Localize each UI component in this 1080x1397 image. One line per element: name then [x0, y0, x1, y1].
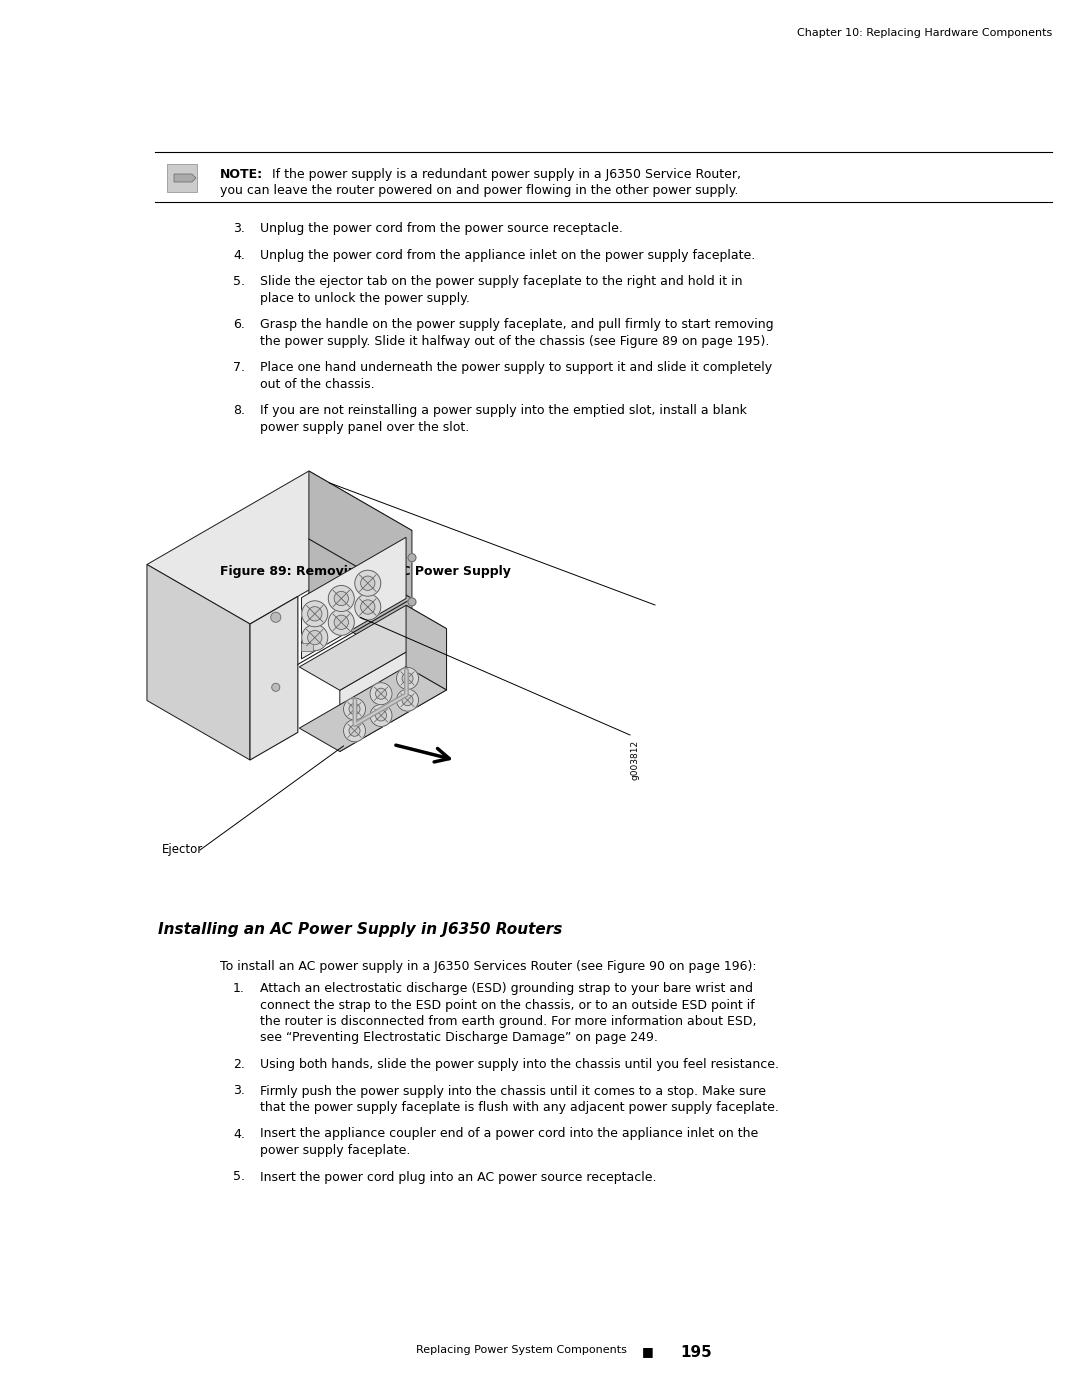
Polygon shape	[340, 629, 446, 752]
Text: 1.: 1.	[233, 982, 245, 995]
Text: 7.: 7.	[233, 360, 245, 374]
Circle shape	[408, 553, 416, 562]
Text: g003812: g003812	[631, 740, 639, 780]
Circle shape	[361, 576, 375, 591]
Polygon shape	[249, 597, 298, 760]
Text: power supply panel over the slot.: power supply panel over the slot.	[260, 420, 469, 433]
Text: 4.: 4.	[233, 249, 245, 261]
Text: 8.: 8.	[233, 404, 245, 416]
Text: 3.: 3.	[233, 1084, 245, 1098]
Text: NOTE:: NOTE:	[220, 168, 264, 182]
Text: 4.: 4.	[233, 1127, 245, 1140]
Text: Slide the ejector tab on the power supply faceplate to the right and hold it in: Slide the ejector tab on the power suppl…	[260, 275, 743, 288]
Polygon shape	[299, 605, 446, 690]
Polygon shape	[147, 564, 249, 760]
Circle shape	[402, 694, 413, 705]
Text: Unplug the power cord from the power source receptacle.: Unplug the power cord from the power sou…	[260, 222, 623, 235]
Circle shape	[301, 624, 327, 651]
Text: the power supply. Slide it halfway out of the chassis (see Figure 89 on page 195: the power supply. Slide it halfway out o…	[260, 334, 769, 348]
Text: see “Preventing Electrostatic Discharge Damage” on page 249.: see “Preventing Electrostatic Discharge …	[260, 1031, 658, 1045]
Text: connect the strap to the ESD point on the chassis, or to an outside ESD point if: connect the strap to the ESD point on th…	[260, 999, 755, 1011]
Text: If the power supply is a redundant power supply in a J6350 Service Router,: If the power supply is a redundant power…	[268, 168, 741, 182]
Text: Firmly push the power supply into the chassis until it comes to a stop. Make sur: Firmly push the power supply into the ch…	[260, 1084, 766, 1098]
Text: Attach an electrostatic discharge (ESD) grounding strap to your bare wrist and: Attach an electrostatic discharge (ESD) …	[260, 982, 753, 995]
Polygon shape	[147, 471, 411, 624]
Text: out of the chassis.: out of the chassis.	[260, 377, 375, 391]
Circle shape	[376, 689, 387, 700]
Text: Grasp the handle on the power supply faceplate, and pull firmly to start removin: Grasp the handle on the power supply fac…	[260, 319, 773, 331]
Text: Using both hands, slide the power supply into the chassis until you feel resista: Using both hands, slide the power supply…	[260, 1058, 779, 1071]
Circle shape	[354, 594, 381, 620]
Circle shape	[334, 615, 349, 630]
Circle shape	[408, 643, 416, 650]
Text: Figure 89: Removing an AC Power Supply: Figure 89: Removing an AC Power Supply	[220, 564, 511, 578]
Circle shape	[361, 599, 375, 615]
Text: Unplug the power cord from the appliance inlet on the power supply faceplate.: Unplug the power cord from the appliance…	[260, 249, 755, 261]
Text: Installing an AC Power Supply in J6350 Routers: Installing an AC Power Supply in J6350 R…	[158, 922, 563, 937]
Text: Insert the power cord plug into an AC power source receptacle.: Insert the power cord plug into an AC po…	[260, 1171, 657, 1183]
Polygon shape	[301, 538, 406, 659]
Text: Chapter 10: Replacing Hardware Components: Chapter 10: Replacing Hardware Component…	[797, 28, 1052, 38]
Polygon shape	[167, 163, 197, 191]
Text: If you are not reinstalling a power supply into the emptied slot, install a blan: If you are not reinstalling a power supp…	[260, 404, 747, 416]
Text: Insert the appliance coupler end of a power cord into the appliance inlet on the: Insert the appliance coupler end of a po…	[260, 1127, 758, 1140]
Circle shape	[408, 598, 416, 606]
Circle shape	[396, 668, 419, 689]
Circle shape	[343, 698, 365, 719]
Circle shape	[308, 630, 322, 645]
Text: Replacing Power System Components: Replacing Power System Components	[416, 1345, 626, 1355]
Text: 2.: 2.	[233, 1058, 245, 1071]
Circle shape	[328, 609, 354, 636]
Text: the router is disconnected from earth ground. For more information about ESD,: the router is disconnected from earth gr…	[260, 1016, 756, 1028]
Circle shape	[349, 704, 360, 714]
Circle shape	[349, 725, 360, 736]
Circle shape	[334, 591, 349, 606]
Circle shape	[271, 612, 281, 622]
Text: you can leave the router powered on and power flowing in the other power supply.: you can leave the router powered on and …	[220, 184, 739, 197]
Circle shape	[343, 719, 365, 742]
Circle shape	[376, 710, 387, 721]
Circle shape	[396, 689, 419, 711]
Text: Place one hand underneath the power supply to support it and slide it completely: Place one hand underneath the power supp…	[260, 360, 772, 374]
Text: 5.: 5.	[233, 275, 245, 288]
Circle shape	[328, 585, 354, 612]
Text: 6.: 6.	[233, 319, 245, 331]
Text: place to unlock the power supply.: place to unlock the power supply.	[260, 292, 470, 305]
Circle shape	[370, 704, 392, 726]
Circle shape	[308, 606, 322, 620]
Circle shape	[301, 601, 327, 627]
Circle shape	[272, 683, 280, 692]
Text: ■: ■	[643, 1345, 653, 1358]
Polygon shape	[174, 175, 195, 182]
Polygon shape	[406, 605, 446, 690]
Polygon shape	[299, 666, 446, 752]
Text: To install an AC power supply in a J6350 Services Router (see Figure 90 on page : To install an AC power supply in a J6350…	[220, 960, 757, 972]
Circle shape	[402, 673, 413, 685]
Text: 3.: 3.	[233, 222, 245, 235]
Text: that the power supply faceplate is flush with any adjacent power supply faceplat: that the power supply faceplate is flush…	[260, 1101, 779, 1113]
Text: 5.: 5.	[233, 1171, 245, 1183]
Polygon shape	[309, 471, 411, 666]
Text: 195: 195	[680, 1345, 712, 1361]
Circle shape	[370, 683, 392, 704]
Text: power supply faceplate.: power supply faceplate.	[260, 1144, 410, 1157]
Circle shape	[354, 570, 381, 597]
Text: Ejector: Ejector	[162, 844, 203, 856]
Bar	[301, 643, 313, 651]
